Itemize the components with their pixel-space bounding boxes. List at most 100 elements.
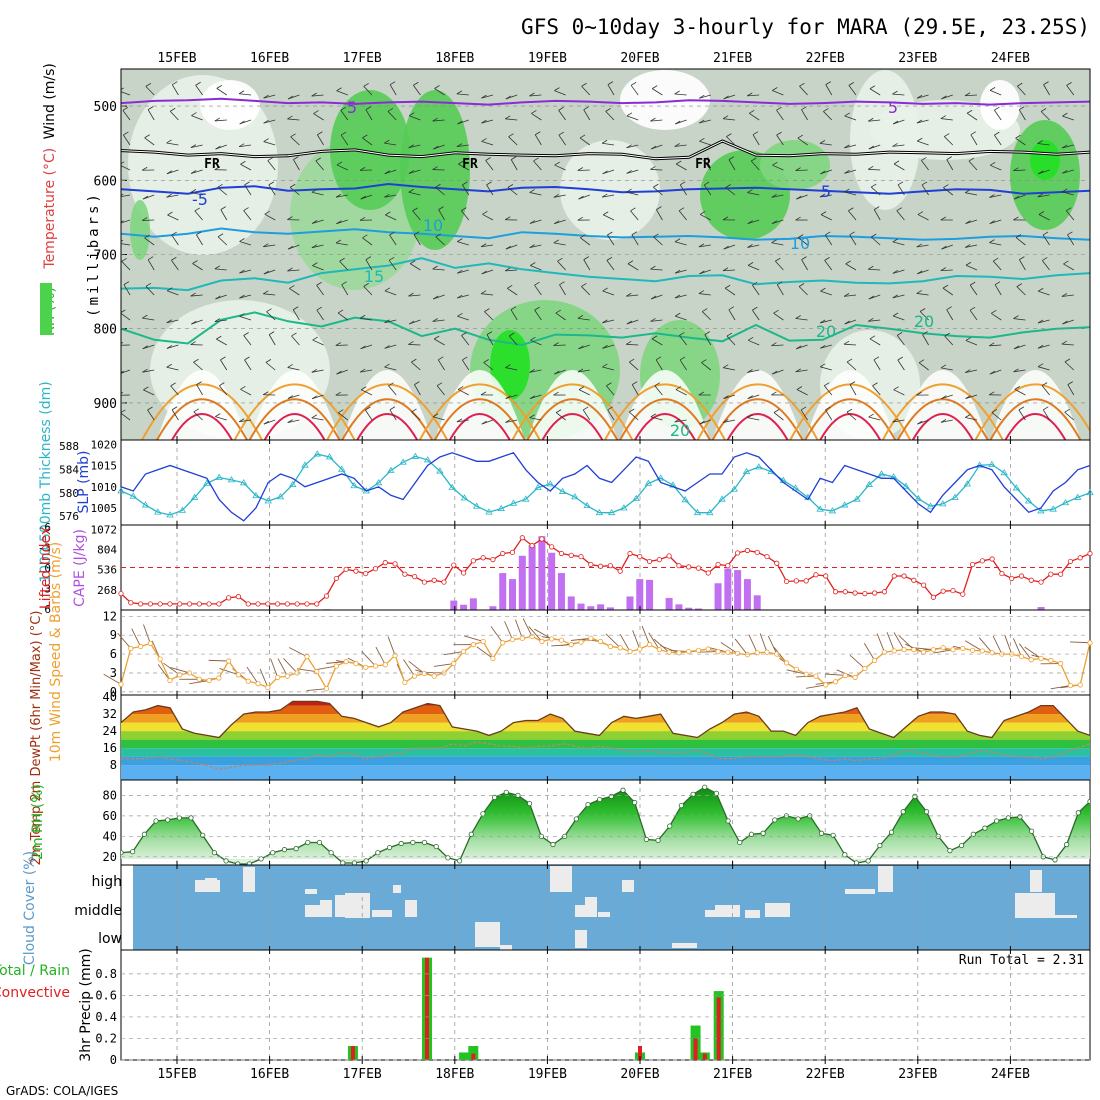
- wind-barb-flag: [873, 206, 880, 210]
- wind-barb: [723, 419, 736, 423]
- wind-barb: [868, 416, 881, 421]
- wind-barb-flag: [220, 206, 226, 210]
- wind-barb: [849, 384, 857, 396]
- lifted-index-marker: [402, 571, 408, 577]
- wind-barb: [408, 344, 421, 346]
- wind-barb: [411, 361, 421, 371]
- wind-barb: [941, 94, 953, 100]
- wind-speed-marker: [157, 656, 163, 662]
- thickness-line-marker: [239, 479, 248, 486]
- wind-barb: [268, 334, 276, 346]
- wind-barb-flag: [583, 256, 589, 260]
- wind-speed-marker: [578, 639, 584, 645]
- wind-barb-flag: [942, 284, 949, 289]
- cloud-block: [372, 910, 392, 917]
- wind-barb-flag: [728, 156, 735, 160]
- wind-barb-flag: [872, 382, 878, 387]
- wind-barb: [121, 369, 131, 374]
- wind-barb-flag: [747, 336, 754, 341]
- wind-barb-flag: [1038, 287, 1044, 292]
- wind-barb-flag: [917, 420, 923, 425]
- thickness-line-marker: [313, 450, 321, 457]
- run-total-label: Run Total = 2.31: [959, 953, 1084, 968]
- wind-barb: [316, 309, 324, 321]
- lifted-index-marker: [1048, 571, 1054, 577]
- wind-barb: [290, 136, 300, 146]
- wind-barb-flag: [699, 137, 705, 142]
- warm-dome: [434, 370, 525, 440]
- isotherms: [121, 97, 1090, 440]
- wind-barb-flag: [408, 292, 414, 297]
- wind-barb-flag: [338, 409, 344, 414]
- temperature-axis-label: 2m Temp 2m DewPt (6hr Min/Max) (°C): [29, 611, 44, 866]
- wind-barb: [942, 287, 954, 296]
- grads-credit: GrADS: COLA/IGES: [6, 1084, 118, 1098]
- wind-barb-flag: [675, 386, 682, 390]
- wind-barb-flag: [965, 244, 971, 248]
- wind-barb: [579, 137, 591, 146]
- wind-barb: [461, 359, 470, 371]
- wind-barb: [581, 85, 591, 96]
- wind-barb-flag: [408, 341, 414, 345]
- rh-line-marker: [865, 858, 871, 864]
- wind-barb-flag: [239, 238, 245, 242]
- wind-barb: [263, 119, 276, 124]
- wind-barb-flag: [969, 281, 976, 286]
- dewpoint-line: [121, 741, 1090, 771]
- thickness-line-marker: [583, 501, 591, 509]
- wind-barb: [845, 263, 857, 271]
- precip-tick-label: 0: [110, 1053, 117, 1067]
- wind-barb-flag: [238, 143, 245, 148]
- cloud-blocks: [195, 866, 1077, 950]
- wind-barb: [886, 632, 895, 652]
- wind-barb: [848, 85, 857, 96]
- lifted-index-marker: [725, 563, 731, 569]
- wind-barb: [1041, 385, 1050, 396]
- wind-speed-marker: [891, 648, 897, 654]
- cape-bar: [694, 608, 702, 610]
- wind-barb-flag: [147, 256, 154, 261]
- wind-barb: [196, 234, 203, 246]
- wind-barb-flag: [747, 369, 753, 373]
- wind-barb: [868, 319, 881, 322]
- wind-speed-marker: [637, 646, 643, 652]
- wind-barb: [457, 294, 469, 299]
- wind-barb: [529, 369, 542, 373]
- wind-barb: [1069, 641, 1091, 644]
- wind-barb: [389, 84, 397, 96]
- wind-barb: [413, 85, 421, 96]
- wind-speed-marker: [490, 655, 496, 662]
- wind-barb-flag: [824, 257, 830, 261]
- wind-barb: [989, 194, 1002, 198]
- rh-line-marker: [597, 796, 603, 803]
- wind-barb-flag: [606, 257, 613, 261]
- wind-barb: [820, 366, 832, 371]
- wind-barb: [728, 159, 736, 171]
- wind-barb: [626, 144, 639, 149]
- wind-barb-flag: [989, 87, 996, 91]
- wind-barb-flag: [1042, 257, 1048, 261]
- wind-barb: [311, 94, 324, 97]
- wind-barb: [287, 118, 300, 121]
- wind-barb-flag: [698, 119, 705, 124]
- thickness-line-marker: [693, 508, 702, 516]
- thickness-line-marker: [436, 467, 444, 474]
- wind-barb: [190, 144, 203, 149]
- wind-barb: [943, 136, 954, 146]
- wind-barb-flag: [336, 161, 343, 166]
- wind-barb: [965, 394, 978, 399]
- wind-barb-flag: [481, 119, 487, 124]
- rh-line-marker: [281, 847, 288, 853]
- wind-barb-flag: [313, 110, 319, 114]
- temp-tick-label: 16: [103, 741, 117, 755]
- wind-barb-flag: [918, 359, 925, 364]
- wind-barb: [510, 159, 518, 171]
- wind-barb: [296, 668, 317, 673]
- lifted-index-marker: [999, 570, 1005, 577]
- wind-barb-flag: [263, 94, 269, 99]
- wind-barb-flag: [699, 211, 706, 215]
- cloud-axis-label: Cloud Cover (%): [22, 851, 38, 965]
- warm-isotherm: [511, 383, 634, 440]
- wind-barb-flag: [434, 85, 440, 89]
- wind-barb: [121, 91, 131, 96]
